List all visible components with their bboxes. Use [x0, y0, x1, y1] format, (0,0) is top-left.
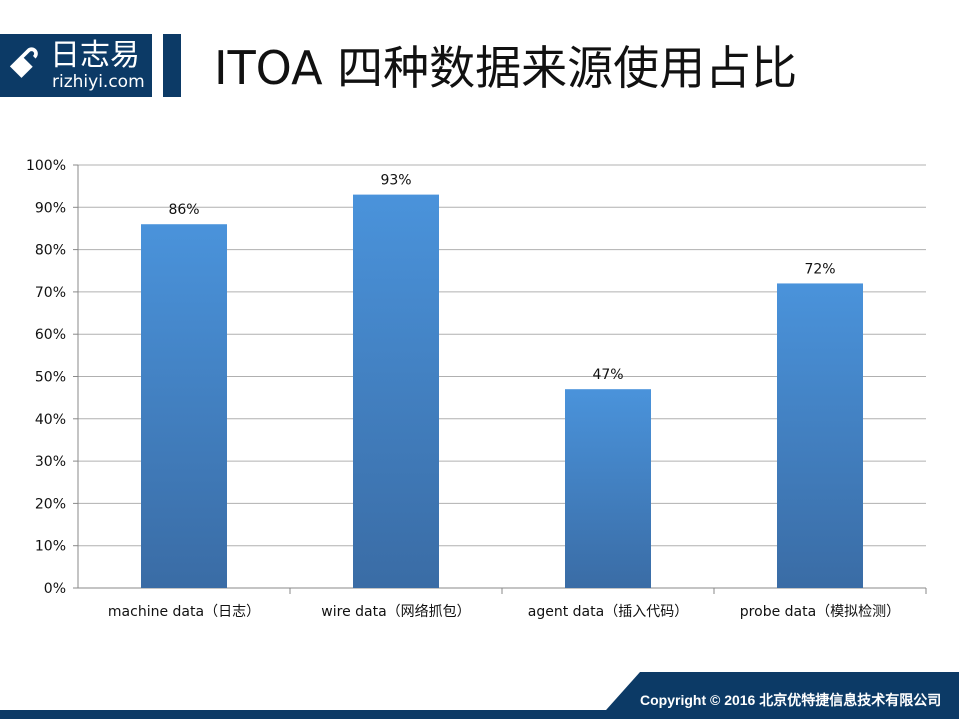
y-tick-label: 40% — [35, 412, 66, 428]
x-tick-label: agent data（插入代码） — [528, 604, 688, 620]
logo-en: rizhiyi.com — [52, 72, 145, 92]
y-tick-label: 70% — [35, 285, 66, 301]
data-label: 93% — [380, 173, 411, 189]
bar — [565, 389, 651, 588]
x-tick-label: probe data（模拟检测） — [740, 604, 900, 620]
y-tick-label: 80% — [35, 243, 66, 259]
bar — [777, 283, 863, 588]
y-tick-label: 0% — [44, 581, 66, 597]
data-label: 72% — [804, 261, 835, 277]
y-tick-label: 20% — [35, 496, 66, 512]
x-tick-label: wire data（网络抓包） — [321, 604, 470, 620]
page-title: ITOA 四种数据来源使用占比 — [214, 41, 798, 95]
y-tick-label: 10% — [35, 539, 66, 555]
footer-band — [598, 672, 959, 719]
data-label: 86% — [168, 202, 199, 218]
y-tick-label: 50% — [35, 370, 66, 386]
copyright: Copyright © 2016 北京优特捷信息技术有限公司 — [640, 692, 942, 708]
logo-icon: ꗃ — [8, 41, 40, 87]
bar — [353, 194, 439, 589]
footer-strip — [0, 710, 959, 719]
logo: ꗃ 日志易 rizhiyi.com — [0, 34, 152, 97]
data-label: 47% — [592, 367, 623, 383]
title-accent-bar — [163, 34, 181, 97]
y-tick-label: 100% — [26, 158, 66, 174]
y-tick-label: 90% — [35, 200, 66, 216]
y-tick-label: 60% — [35, 327, 66, 343]
logo-cn: 日志易 — [50, 38, 140, 73]
x-tick-label: machine data（日志） — [108, 604, 260, 620]
y-tick-label: 30% — [35, 454, 66, 470]
bar — [141, 224, 227, 588]
